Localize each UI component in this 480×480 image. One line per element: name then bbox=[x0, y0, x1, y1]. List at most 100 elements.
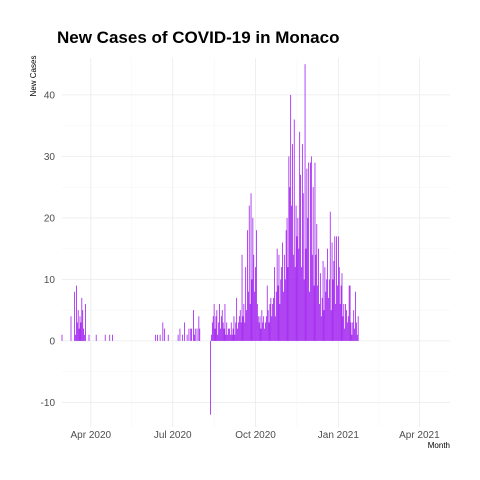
bar bbox=[294, 267, 296, 341]
bar bbox=[211, 322, 213, 341]
bar bbox=[293, 119, 295, 341]
bar bbox=[61, 334, 63, 341]
bar bbox=[194, 328, 196, 341]
bar bbox=[155, 334, 157, 341]
bar bbox=[223, 328, 225, 341]
bar bbox=[235, 322, 237, 341]
bar bbox=[276, 248, 278, 341]
bar bbox=[301, 144, 303, 341]
bar bbox=[312, 187, 314, 341]
bar bbox=[303, 279, 305, 341]
bar bbox=[307, 217, 309, 341]
bar bbox=[352, 322, 354, 341]
bar bbox=[75, 334, 76, 341]
x-tick-label: Apr 2020 bbox=[71, 430, 112, 441]
bar bbox=[251, 279, 253, 341]
bar bbox=[325, 291, 327, 341]
x-tick-label: Oct 2020 bbox=[235, 430, 276, 441]
x-tick-label: Apr 2021 bbox=[399, 430, 440, 441]
bar bbox=[95, 334, 97, 341]
bar bbox=[260, 328, 262, 341]
bar bbox=[344, 328, 346, 341]
bar bbox=[299, 131, 301, 341]
bar bbox=[265, 316, 267, 341]
bar bbox=[244, 322, 246, 341]
y-tick-label: 40 bbox=[44, 90, 56, 101]
x-axis-ticks: Apr 2020 Jul 2020 Oct 2020 Jan 2021 Apr 2021 bbox=[71, 430, 441, 441]
bar bbox=[191, 328, 193, 341]
bar bbox=[249, 304, 251, 341]
bar bbox=[270, 297, 272, 341]
bar bbox=[224, 304, 226, 341]
bar bbox=[237, 328, 238, 341]
bar bbox=[70, 316, 72, 341]
bar bbox=[219, 304, 220, 341]
bar bbox=[234, 334, 236, 341]
bar bbox=[221, 310, 223, 341]
bar bbox=[76, 285, 77, 341]
bar bbox=[278, 254, 280, 341]
bar bbox=[290, 94, 292, 341]
bar bbox=[315, 254, 317, 341]
bar bbox=[81, 297, 83, 341]
bar bbox=[322, 260, 324, 341]
bar bbox=[331, 242, 333, 341]
bar bbox=[217, 334, 219, 341]
bar bbox=[210, 340, 211, 415]
bar bbox=[257, 316, 259, 341]
bar bbox=[279, 304, 281, 341]
bar bbox=[218, 322, 220, 341]
bar bbox=[164, 328, 166, 341]
bar bbox=[320, 316, 322, 341]
bar bbox=[337, 285, 338, 341]
bar bbox=[248, 205, 250, 341]
bar bbox=[216, 310, 218, 341]
bar bbox=[338, 267, 340, 341]
bar bbox=[267, 310, 269, 341]
bar bbox=[341, 273, 343, 341]
y-tick-label: 30 bbox=[44, 152, 56, 163]
bar bbox=[277, 285, 279, 341]
bar bbox=[311, 254, 313, 341]
y-tick-label: 10 bbox=[44, 275, 56, 286]
bar bbox=[83, 328, 85, 341]
bar bbox=[79, 316, 81, 341]
x-axis-label: Month bbox=[428, 441, 450, 450]
x-tick-label: Jan 2021 bbox=[318, 430, 360, 441]
bar bbox=[236, 297, 238, 341]
bar bbox=[190, 328, 192, 341]
bar bbox=[339, 304, 341, 341]
bar bbox=[220, 316, 222, 341]
bar bbox=[337, 236, 339, 341]
bar bbox=[324, 267, 326, 341]
bar bbox=[298, 248, 300, 341]
bar bbox=[233, 316, 235, 341]
bar bbox=[256, 304, 258, 341]
bar bbox=[227, 334, 229, 341]
bar bbox=[340, 285, 342, 341]
bar bbox=[314, 162, 316, 341]
bar bbox=[252, 217, 254, 341]
bar bbox=[291, 205, 292, 341]
bar bbox=[343, 304, 345, 341]
bar bbox=[84, 334, 85, 341]
bar bbox=[229, 334, 231, 341]
bar bbox=[328, 297, 329, 341]
bar bbox=[255, 267, 256, 341]
bar bbox=[215, 316, 217, 341]
bar bbox=[193, 334, 195, 341]
bar bbox=[319, 273, 321, 341]
bar bbox=[346, 310, 347, 341]
bar bbox=[336, 236, 337, 341]
bar bbox=[247, 291, 249, 341]
bar bbox=[323, 310, 325, 341]
bar bbox=[281, 267, 283, 341]
bar bbox=[283, 291, 284, 341]
bar bbox=[74, 291, 76, 341]
bar bbox=[355, 291, 356, 341]
bar bbox=[177, 334, 179, 341]
bar bbox=[265, 322, 266, 341]
bar bbox=[157, 334, 158, 341]
bar bbox=[231, 334, 233, 341]
bar bbox=[159, 334, 161, 341]
